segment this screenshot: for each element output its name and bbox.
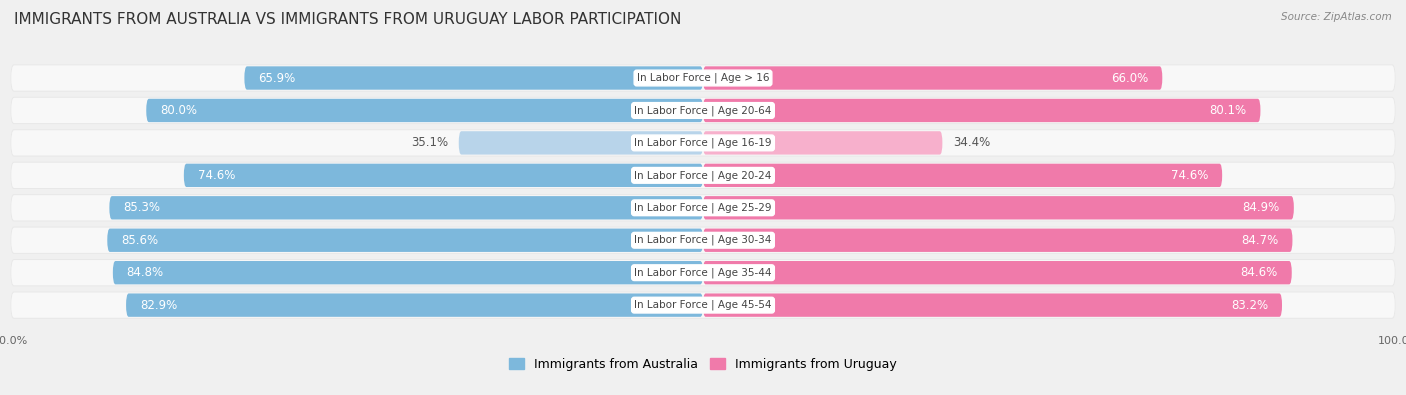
FancyBboxPatch shape bbox=[112, 261, 703, 284]
FancyBboxPatch shape bbox=[703, 99, 1260, 122]
Text: 85.6%: 85.6% bbox=[121, 234, 159, 247]
FancyBboxPatch shape bbox=[245, 66, 703, 90]
FancyBboxPatch shape bbox=[11, 195, 1395, 220]
FancyBboxPatch shape bbox=[11, 292, 1395, 318]
FancyBboxPatch shape bbox=[10, 227, 1396, 254]
Text: In Labor Force | Age 20-64: In Labor Force | Age 20-64 bbox=[634, 105, 772, 116]
FancyBboxPatch shape bbox=[127, 293, 703, 317]
FancyBboxPatch shape bbox=[703, 66, 1163, 90]
FancyBboxPatch shape bbox=[10, 64, 1396, 92]
FancyBboxPatch shape bbox=[10, 97, 1396, 124]
FancyBboxPatch shape bbox=[107, 229, 703, 252]
FancyBboxPatch shape bbox=[10, 129, 1396, 156]
Text: 84.8%: 84.8% bbox=[127, 266, 165, 279]
Text: 85.3%: 85.3% bbox=[124, 201, 160, 214]
FancyBboxPatch shape bbox=[11, 65, 1395, 91]
FancyBboxPatch shape bbox=[703, 229, 1292, 252]
FancyBboxPatch shape bbox=[10, 292, 1396, 319]
FancyBboxPatch shape bbox=[11, 228, 1395, 253]
FancyBboxPatch shape bbox=[703, 196, 1294, 220]
FancyBboxPatch shape bbox=[703, 131, 942, 154]
Text: 80.0%: 80.0% bbox=[160, 104, 197, 117]
Text: In Labor Force | Age 45-54: In Labor Force | Age 45-54 bbox=[634, 300, 772, 310]
Text: 84.7%: 84.7% bbox=[1241, 234, 1278, 247]
Text: 82.9%: 82.9% bbox=[141, 299, 177, 312]
FancyBboxPatch shape bbox=[11, 98, 1395, 123]
FancyBboxPatch shape bbox=[703, 261, 1292, 284]
Text: 83.2%: 83.2% bbox=[1232, 299, 1268, 312]
Text: 84.9%: 84.9% bbox=[1243, 201, 1279, 214]
FancyBboxPatch shape bbox=[10, 162, 1396, 189]
Text: In Labor Force | Age 30-34: In Labor Force | Age 30-34 bbox=[634, 235, 772, 246]
Text: 66.0%: 66.0% bbox=[1111, 71, 1149, 85]
FancyBboxPatch shape bbox=[110, 196, 703, 220]
Text: 74.6%: 74.6% bbox=[1171, 169, 1208, 182]
FancyBboxPatch shape bbox=[11, 260, 1395, 285]
FancyBboxPatch shape bbox=[458, 131, 703, 154]
FancyBboxPatch shape bbox=[10, 259, 1396, 286]
Text: 84.6%: 84.6% bbox=[1240, 266, 1278, 279]
FancyBboxPatch shape bbox=[703, 293, 1282, 317]
Text: In Labor Force | Age > 16: In Labor Force | Age > 16 bbox=[637, 73, 769, 83]
Text: In Labor Force | Age 16-19: In Labor Force | Age 16-19 bbox=[634, 137, 772, 148]
Text: 74.6%: 74.6% bbox=[198, 169, 235, 182]
Text: Source: ZipAtlas.com: Source: ZipAtlas.com bbox=[1281, 12, 1392, 22]
FancyBboxPatch shape bbox=[11, 163, 1395, 188]
Text: 80.1%: 80.1% bbox=[1209, 104, 1247, 117]
Text: IMMIGRANTS FROM AUSTRALIA VS IMMIGRANTS FROM URUGUAY LABOR PARTICIPATION: IMMIGRANTS FROM AUSTRALIA VS IMMIGRANTS … bbox=[14, 12, 682, 27]
Text: 65.9%: 65.9% bbox=[259, 71, 295, 85]
Legend: Immigrants from Australia, Immigrants from Uruguay: Immigrants from Australia, Immigrants fr… bbox=[509, 357, 897, 371]
FancyBboxPatch shape bbox=[703, 164, 1222, 187]
Text: 35.1%: 35.1% bbox=[411, 136, 449, 149]
Text: In Labor Force | Age 35-44: In Labor Force | Age 35-44 bbox=[634, 267, 772, 278]
FancyBboxPatch shape bbox=[11, 130, 1395, 156]
Text: In Labor Force | Age 20-24: In Labor Force | Age 20-24 bbox=[634, 170, 772, 181]
Text: 34.4%: 34.4% bbox=[953, 136, 990, 149]
Text: In Labor Force | Age 25-29: In Labor Force | Age 25-29 bbox=[634, 203, 772, 213]
FancyBboxPatch shape bbox=[146, 99, 703, 122]
FancyBboxPatch shape bbox=[10, 194, 1396, 222]
FancyBboxPatch shape bbox=[184, 164, 703, 187]
